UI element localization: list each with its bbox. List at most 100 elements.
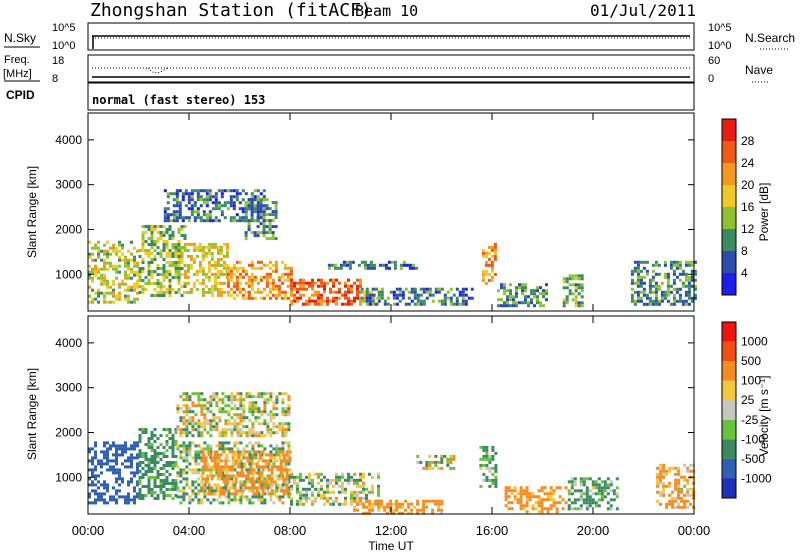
velocity-cell bbox=[121, 480, 124, 484]
velocity-cell bbox=[156, 497, 160, 500]
velocity-cell bbox=[686, 469, 690, 473]
velocity-cell bbox=[510, 492, 514, 496]
power-cell bbox=[636, 293, 640, 297]
velocity-cell bbox=[109, 459, 112, 463]
power-cell bbox=[130, 252, 133, 256]
velocity-cell bbox=[219, 489, 223, 493]
velocity-cell bbox=[207, 492, 211, 496]
velocity-cell bbox=[133, 456, 136, 460]
power-cell bbox=[247, 198, 251, 202]
power-cell bbox=[669, 266, 673, 270]
velocity-cell bbox=[231, 459, 235, 463]
velocity-cell bbox=[242, 453, 246, 457]
velocity-cell bbox=[248, 428, 252, 432]
velocity-cell bbox=[285, 474, 289, 478]
power-cell bbox=[693, 284, 697, 288]
power-cell bbox=[262, 198, 266, 202]
power-cell bbox=[320, 302, 323, 306]
power-cell bbox=[283, 266, 287, 270]
power-cell bbox=[210, 257, 214, 261]
power-cell bbox=[103, 267, 106, 271]
power-cell bbox=[490, 278, 494, 282]
power-cell bbox=[687, 278, 691, 282]
velocity-cell bbox=[227, 447, 231, 451]
power-cell bbox=[512, 304, 515, 308]
velocity-cell bbox=[615, 486, 619, 490]
velocity-cell bbox=[191, 401, 195, 405]
velocity-cell bbox=[491, 448, 495, 452]
power-cell bbox=[250, 195, 254, 199]
velocity-cell bbox=[197, 456, 201, 460]
velocity-cell bbox=[224, 434, 228, 438]
power-cell bbox=[133, 258, 136, 262]
power-cell bbox=[580, 283, 584, 287]
power-cell bbox=[271, 234, 275, 238]
power-cell bbox=[253, 207, 257, 211]
velocity-cell bbox=[174, 455, 178, 458]
power-cell bbox=[97, 288, 100, 292]
power-cell bbox=[88, 255, 91, 259]
velocity-cell bbox=[341, 472, 344, 476]
power-cell bbox=[163, 207, 167, 211]
velocity-cell bbox=[281, 465, 285, 469]
power-cell bbox=[229, 195, 233, 199]
power-cell bbox=[363, 263, 367, 267]
velocity-cell bbox=[251, 459, 255, 463]
power-cell bbox=[214, 195, 218, 199]
velocity-cell bbox=[133, 486, 136, 490]
velocity-cell bbox=[215, 425, 219, 429]
velocity-cell bbox=[674, 499, 678, 503]
velocity-cell bbox=[267, 459, 271, 463]
velocity-cell bbox=[266, 425, 270, 429]
velocity-cell bbox=[222, 489, 226, 493]
velocity-cell bbox=[242, 471, 246, 475]
power-cell bbox=[398, 299, 402, 303]
velocity-cell bbox=[88, 492, 91, 496]
velocity-cell bbox=[356, 508, 360, 512]
velocity-cell bbox=[263, 492, 267, 496]
power-cell bbox=[500, 286, 503, 290]
velocity-cell bbox=[239, 398, 243, 402]
velocity-cell bbox=[597, 504, 601, 508]
power-cell bbox=[241, 207, 245, 211]
power-cell bbox=[290, 299, 293, 303]
power-cell bbox=[675, 299, 679, 303]
power-cell bbox=[153, 288, 157, 291]
power-cell bbox=[183, 237, 187, 240]
velocity-cell bbox=[612, 492, 616, 496]
power-cell bbox=[186, 266, 190, 270]
power-cell bbox=[156, 273, 160, 276]
power-cell bbox=[360, 287, 364, 291]
power-cell bbox=[141, 246, 145, 249]
power-cell bbox=[180, 252, 184, 255]
power-cell bbox=[446, 290, 450, 294]
power-cell bbox=[141, 288, 145, 291]
velocity-cell bbox=[188, 486, 192, 490]
power-cell bbox=[150, 261, 154, 264]
velocity-cell bbox=[227, 413, 231, 417]
velocity-cell bbox=[188, 431, 192, 435]
y-tick-label: 1000 bbox=[55, 267, 82, 281]
power-cell bbox=[133, 264, 136, 268]
power-cell bbox=[180, 246, 184, 249]
power-cell bbox=[141, 234, 145, 237]
velocity-cell bbox=[124, 501, 127, 505]
velocity-cell bbox=[233, 398, 237, 402]
velocity-cell bbox=[165, 434, 169, 437]
velocity-cell bbox=[133, 474, 136, 478]
velocity-cell bbox=[224, 441, 228, 445]
power-cell bbox=[259, 201, 263, 205]
velocity-cell bbox=[407, 505, 411, 509]
velocity-cell bbox=[261, 474, 265, 478]
power-cell bbox=[181, 216, 185, 220]
velocity-cell bbox=[106, 486, 109, 490]
velocity-cell bbox=[168, 473, 172, 476]
velocity-cell bbox=[138, 476, 142, 479]
velocity-cell bbox=[290, 472, 293, 476]
power-cell bbox=[244, 219, 248, 223]
power-cell bbox=[512, 295, 515, 299]
power-cell bbox=[580, 286, 584, 290]
power-cell bbox=[229, 266, 233, 270]
velocity-cell bbox=[88, 468, 91, 472]
power-cell bbox=[259, 296, 263, 300]
